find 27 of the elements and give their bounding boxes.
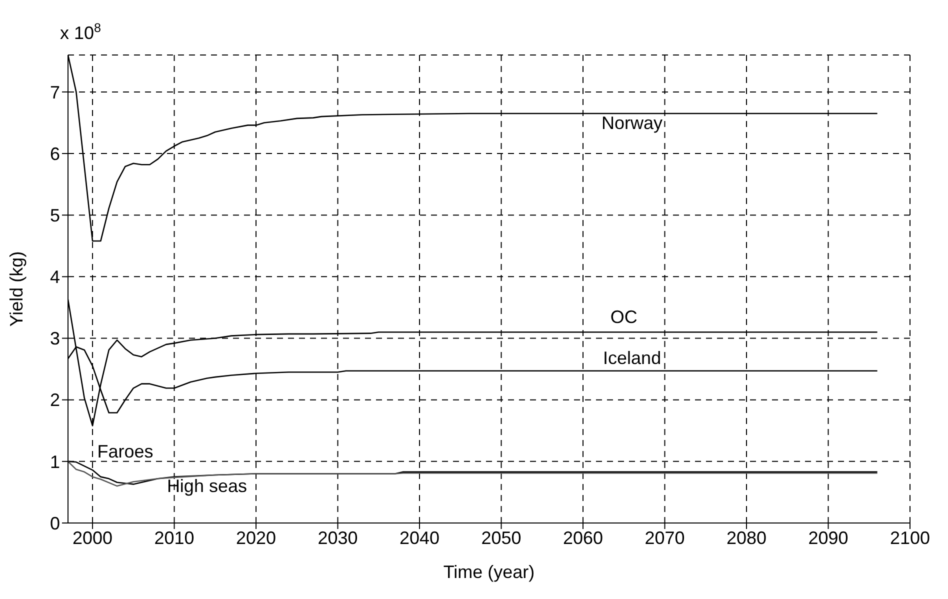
y-tick-label: 2 [50, 390, 60, 410]
y-tick-label: 7 [50, 82, 60, 102]
x-tick-label: 2050 [481, 528, 522, 548]
x-tick-label: 2020 [236, 528, 276, 548]
x-tick-label: 2060 [562, 528, 604, 548]
x-tick-label: 2000 [72, 528, 113, 548]
series-label: Norway [602, 112, 663, 133]
y-tick-label: 3 [50, 328, 60, 349]
x-axis-title: Time (year) [443, 562, 535, 582]
x-tick-label: 2090 [808, 528, 848, 548]
series-label: High seas [166, 476, 247, 496]
y-tick-label: 1 [50, 452, 60, 472]
y-tick-label: 6 [50, 144, 60, 164]
series-label: OC [610, 306, 638, 327]
x-tick-label: 2010 [154, 528, 194, 548]
y-axis-title: Yield (kg) [6, 251, 26, 327]
x-tick-label: 2030 [318, 528, 358, 548]
series-label: Faroes [97, 442, 154, 462]
series-label: Iceland [603, 348, 662, 368]
x-tick-label: 2070 [644, 528, 685, 548]
y-tick-label: 0 [50, 513, 60, 534]
x-tick-label: 2040 [399, 528, 440, 548]
x-tick-label: 2080 [726, 528, 767, 548]
x-tick-label: 2100 [890, 528, 930, 548]
text: x 10$^{8}$ [60, 21, 102, 43]
y-tick-label: 5 [50, 205, 60, 226]
y-tick-label: 4 [50, 267, 60, 288]
